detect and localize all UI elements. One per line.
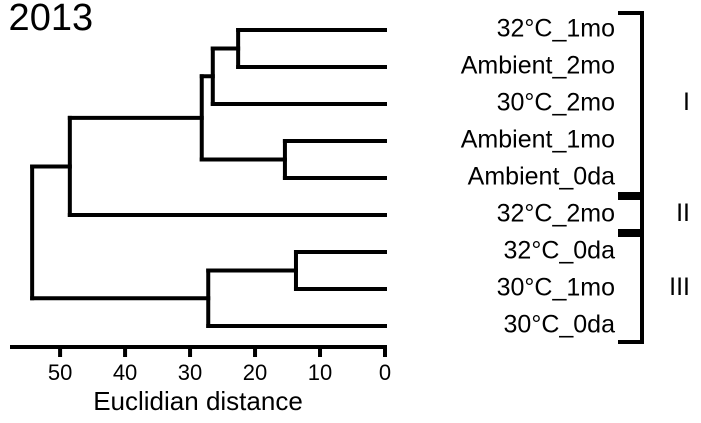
group-label: I [683,88,690,116]
leaf-label: 30°C_0da [504,311,616,339]
x-tick-label: 20 [243,360,267,385]
x-tick-label: 40 [113,360,137,385]
leaf-label: Ambient_0da [468,163,615,191]
x-tick-label: 10 [308,360,332,385]
x-tick-label: 30 [178,360,202,385]
leaf-label: Ambient_1mo [461,126,615,154]
leaf-label: 32°C_0da [504,237,616,265]
chart-title: B) 2013 [0,0,93,39]
leaf-label: Ambient_2mo [461,52,615,80]
group-label: II [676,199,690,227]
x-axis-label: Euclidian distance [93,386,303,416]
x-tick-label: 0 [379,360,391,385]
leaf-label: 32°C_2mo [497,200,615,228]
group-label: III [669,273,690,301]
leaf-label: 30°C_2mo [497,89,615,117]
leaf-label: 32°C_1mo [497,15,615,43]
x-tick-label: 50 [48,360,72,385]
leaf-label: 30°C_1mo [497,274,615,302]
